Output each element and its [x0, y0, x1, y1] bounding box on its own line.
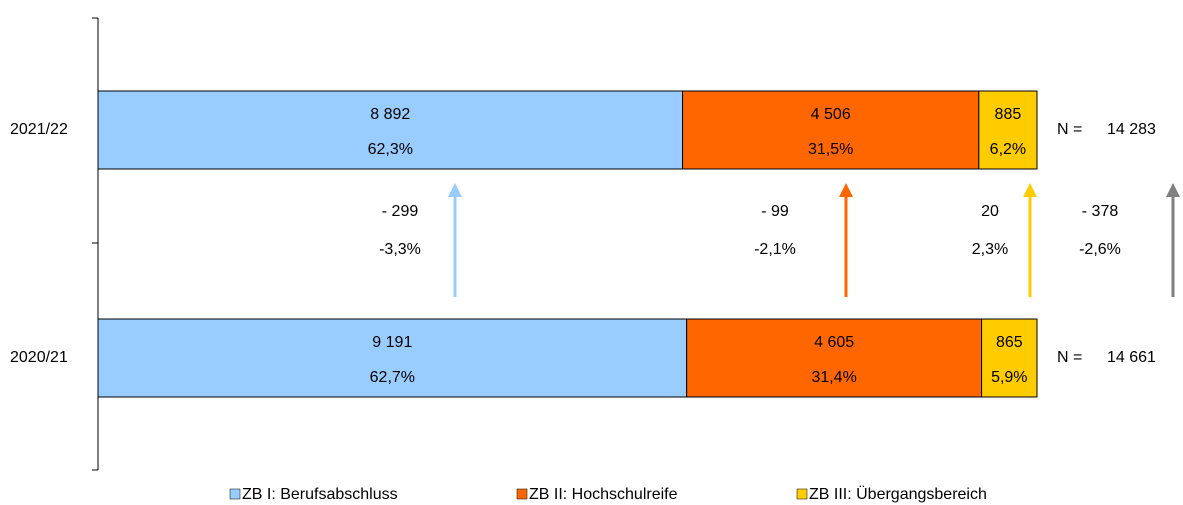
share-label: 5,9% [991, 369, 1027, 386]
bar-segment [682, 90, 980, 170]
share-label: 31,4% [811, 369, 856, 386]
total-prefix: N = [1057, 121, 1082, 138]
value-label: 4 605 [814, 334, 854, 351]
arrow-head [1166, 183, 1180, 197]
share-label: 62,3% [368, 141, 413, 158]
value-label: 4 506 [811, 106, 851, 123]
bar-segment [97, 318, 688, 398]
legend-swatch [516, 488, 528, 500]
legend-label: ZB II: Hochschulreife [529, 486, 678, 503]
legend-label: ZB III: Übergangsbereich [809, 485, 987, 503]
category-label: 2021/22 [10, 121, 68, 138]
legend-swatch [796, 488, 808, 500]
arrow-head [1023, 183, 1037, 197]
value-label: 8 892 [370, 106, 410, 123]
change-arrow [448, 183, 462, 297]
bar-segment [97, 90, 684, 170]
arrow-head [448, 183, 462, 197]
change-label: - 378 [1082, 203, 1119, 220]
change-arrow [1166, 183, 1180, 297]
value-label: 885 [995, 106, 1022, 123]
bar-segment [686, 318, 983, 398]
change-label: - 99 [761, 203, 789, 220]
total-label: 14 661 [1107, 349, 1156, 366]
change-percent-label: -2,6% [1079, 241, 1121, 258]
share-label: 62,7% [370, 369, 415, 386]
value-label: 865 [996, 334, 1023, 351]
category-label: 2020/21 [10, 349, 68, 366]
legend-swatch [229, 488, 241, 500]
change-label: - 299 [382, 203, 419, 220]
arrow-head [839, 183, 853, 197]
change-percent-label: -3,3% [379, 241, 421, 258]
change-label: 20 [981, 203, 999, 220]
change-percent-label: -2,1% [754, 241, 796, 258]
change-arrow [839, 183, 853, 297]
share-label: 6,2% [990, 141, 1026, 158]
bar-segment [978, 90, 1038, 170]
share-label: 31,5% [808, 141, 853, 158]
change-percent-label: 2,3% [972, 241, 1008, 258]
bar-segment [981, 318, 1038, 398]
value-label: 9 191 [372, 334, 412, 351]
total-prefix: N = [1057, 349, 1082, 366]
total-label: 14 283 [1107, 121, 1156, 138]
change-arrow [1023, 183, 1037, 297]
legend-label: ZB I: Berufsabschluss [242, 486, 398, 503]
